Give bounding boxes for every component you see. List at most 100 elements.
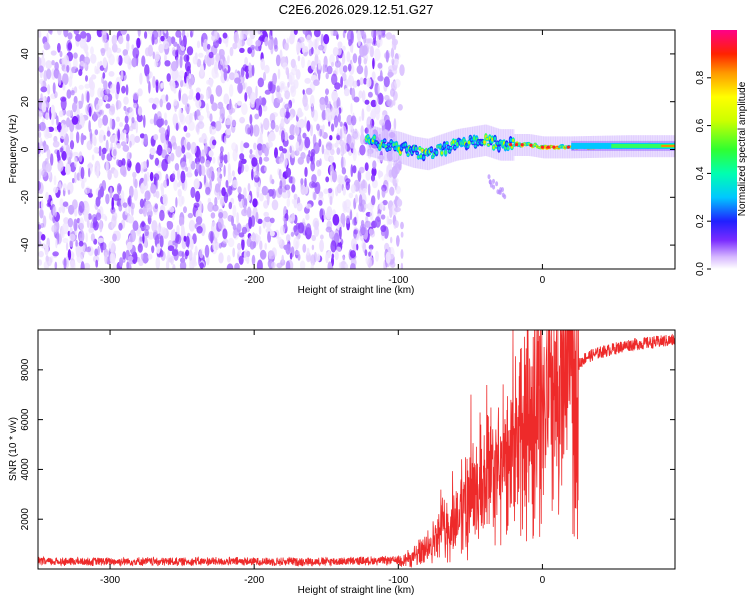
noise-blob xyxy=(306,120,311,132)
noise-blob xyxy=(67,189,71,195)
noise-blob xyxy=(251,157,258,167)
noise-blob xyxy=(38,180,41,191)
noise-blob xyxy=(318,199,323,206)
noise-blob xyxy=(334,60,341,68)
noise-blob xyxy=(366,116,373,130)
noise-blob xyxy=(319,99,326,111)
noise-blob xyxy=(363,31,367,44)
noise-blob xyxy=(290,58,296,69)
noise-blob xyxy=(66,89,72,99)
noise-blob xyxy=(295,41,301,54)
noise-blob xyxy=(62,83,66,91)
noise-blob xyxy=(371,179,378,189)
noise-blob xyxy=(153,97,160,105)
noise-blob xyxy=(304,166,308,178)
noise-blob xyxy=(217,155,220,166)
noise-blob xyxy=(400,249,404,259)
noise-blob xyxy=(113,169,119,179)
signal-glow xyxy=(402,133,406,165)
noise-blob xyxy=(242,64,248,72)
noise-blob xyxy=(85,75,88,82)
noise-blob xyxy=(171,249,179,257)
noise-blob xyxy=(88,227,95,233)
noise-blob xyxy=(123,54,131,64)
noise-blob xyxy=(293,193,298,200)
noise-blob xyxy=(302,94,308,107)
noise-blob xyxy=(52,215,56,224)
noise-blob xyxy=(341,156,344,170)
stray-feature xyxy=(503,194,507,200)
noise-blob xyxy=(396,198,403,207)
signal-core-inner xyxy=(506,147,510,150)
noise-blob xyxy=(193,251,197,265)
noise-blob xyxy=(111,211,118,221)
noise-blob xyxy=(67,32,73,40)
noise-blob xyxy=(105,139,109,152)
noise-blob xyxy=(102,72,106,79)
noise-blob xyxy=(219,48,225,58)
noise-blob xyxy=(349,250,356,259)
noise-blob xyxy=(125,84,129,96)
noise-blob xyxy=(241,158,247,164)
noise-blob xyxy=(44,243,49,256)
noise-blob xyxy=(271,93,275,104)
signal-peak-dot xyxy=(529,143,533,147)
noise-blob xyxy=(343,87,350,97)
noise-blob xyxy=(76,131,80,144)
noise-blob xyxy=(76,100,80,114)
noise-blob xyxy=(220,146,224,153)
noise-blob xyxy=(226,263,234,269)
noise-blob xyxy=(294,250,300,256)
noise-blob xyxy=(249,149,253,155)
noise-blob xyxy=(177,182,181,188)
noise-blob xyxy=(41,101,47,113)
noise-blob xyxy=(176,224,180,235)
noise-blob xyxy=(259,35,265,41)
stray-feature xyxy=(487,174,491,180)
noise-blob xyxy=(316,123,320,131)
noise-blob xyxy=(231,119,237,127)
noise-blob xyxy=(38,240,42,248)
noise-blob xyxy=(95,259,99,268)
noise-blob xyxy=(102,57,108,69)
noise-blob xyxy=(223,135,227,145)
noise-blob xyxy=(129,125,134,132)
noise-blob xyxy=(144,31,148,39)
spectrogram-y-tick-label: -20 xyxy=(20,190,31,205)
noise-blob xyxy=(355,212,359,223)
noise-blob xyxy=(304,136,311,149)
noise-blob xyxy=(331,90,338,102)
noise-blob xyxy=(195,216,203,225)
signal-glow xyxy=(439,134,442,167)
noise-blob xyxy=(378,169,381,179)
noise-blob xyxy=(223,154,229,164)
noise-blob xyxy=(364,203,369,209)
noise-blob xyxy=(308,48,313,57)
noise-blob xyxy=(253,170,260,178)
noise-blob xyxy=(241,30,248,40)
noise-blob xyxy=(149,171,154,182)
noise-blob xyxy=(199,248,204,259)
noise-blob xyxy=(282,148,287,154)
noise-blob xyxy=(40,86,48,93)
signal-core-inner xyxy=(491,137,494,142)
noise-blob xyxy=(120,190,125,200)
snr-x-ticks: -300 -200 -100 0 xyxy=(100,330,546,586)
noise-blob xyxy=(368,228,375,235)
noise-blob xyxy=(201,133,207,140)
noise-blob xyxy=(276,85,281,93)
noise-blob xyxy=(180,79,184,88)
noise-blob xyxy=(255,85,258,99)
noise-blob xyxy=(363,57,368,65)
noise-blob xyxy=(352,243,357,253)
noise-blob xyxy=(300,184,306,196)
noise-blob xyxy=(392,148,399,162)
noise-blob xyxy=(166,102,172,111)
noise-blob xyxy=(255,39,262,47)
noise-blob xyxy=(232,204,237,218)
signal-core-inner xyxy=(483,140,486,144)
signal-band-peak xyxy=(661,144,675,147)
noise-blob xyxy=(99,219,103,233)
noise-blob xyxy=(201,36,204,48)
